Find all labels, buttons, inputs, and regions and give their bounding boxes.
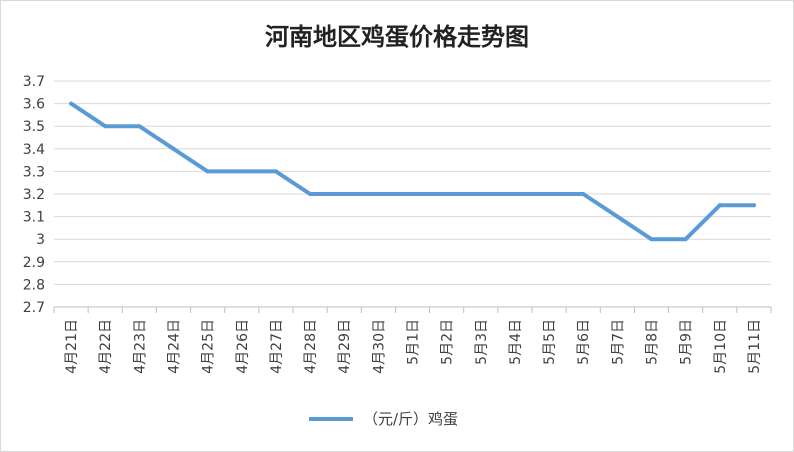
series-layer <box>69 101 756 242</box>
data-point <box>342 192 347 196</box>
y-tick-label: 2.9 <box>23 255 45 271</box>
x-tick-label: 4月30日 <box>371 319 387 374</box>
x-tick-label: 4月26日 <box>235 319 251 374</box>
data-point <box>512 192 517 196</box>
x-tick-label: 5月9日 <box>679 319 695 365</box>
x-tick-label: 4月25日 <box>201 319 217 374</box>
x-tick-label: 5月2日 <box>440 319 456 365</box>
x-tick-label: 4月21日 <box>64 319 80 374</box>
legend: （元/斤）鸡蛋 <box>309 410 458 428</box>
x-tick-label: 4月29日 <box>337 319 353 374</box>
data-point <box>171 146 176 151</box>
chart-title: 河南地区鸡蛋价格走势图 <box>265 22 529 51</box>
data-point <box>751 203 756 208</box>
data-point <box>444 192 449 196</box>
x-tick-label: 5月11日 <box>747 319 763 374</box>
x-tick-label: 5月5日 <box>542 319 558 365</box>
y-axis-ticks: 2.7 2.8 2.9 3 3.1 3.2 3.3 3.4 3.5 3.6 3.7 <box>23 74 45 316</box>
y-tick-label: 2.8 <box>23 277 45 293</box>
data-point <box>103 124 108 129</box>
data-point <box>410 192 415 196</box>
data-point <box>69 101 74 106</box>
y-tick-label: 3.6 <box>23 97 45 113</box>
data-point <box>649 237 654 242</box>
y-tick-label: 3 <box>36 232 45 248</box>
y-tick-label: 3.5 <box>23 119 45 135</box>
data-point <box>273 169 278 174</box>
x-tick-label: 4月28日 <box>303 319 319 374</box>
legend-label: （元/斤）鸡蛋 <box>363 410 458 428</box>
y-tick-label: 3.3 <box>23 164 45 180</box>
data-point <box>717 203 722 208</box>
x-tick-label: 5月3日 <box>474 319 490 365</box>
x-tick-label: 5月1日 <box>406 319 422 365</box>
y-tick-label: 3.7 <box>23 74 45 90</box>
x-tick-label: 5月10日 <box>713 319 729 374</box>
x-tick-label: 5月6日 <box>576 319 592 365</box>
data-point <box>683 237 688 242</box>
data-point <box>205 169 210 174</box>
y-tick-label: 3.1 <box>23 210 45 226</box>
data-point <box>478 192 483 196</box>
x-tick-label: 4月23日 <box>132 319 148 374</box>
y-tick-label: 3.4 <box>23 142 45 158</box>
y-tick-label: 3.2 <box>23 187 45 203</box>
x-tick-label: 4月24日 <box>167 319 183 374</box>
y-tick-label: 2.7 <box>23 300 45 316</box>
x-tick-label: 4月27日 <box>269 319 285 374</box>
data-point <box>615 214 620 219</box>
x-tick-label: 5月8日 <box>645 319 661 365</box>
data-point <box>547 192 552 196</box>
data-point <box>308 192 313 196</box>
x-tick-label: 5月4日 <box>508 319 524 365</box>
data-point <box>137 124 142 129</box>
x-tick-label: 5月7日 <box>610 319 626 365</box>
x-axis: 4月21日 4月22日 4月23日 4月24日 4月25日 4月26日 4月27日 4月28日… <box>53 306 772 374</box>
data-point <box>239 169 244 174</box>
data-point <box>581 192 586 196</box>
x-tick-label: 4月22日 <box>98 319 114 374</box>
data-point <box>376 192 381 196</box>
